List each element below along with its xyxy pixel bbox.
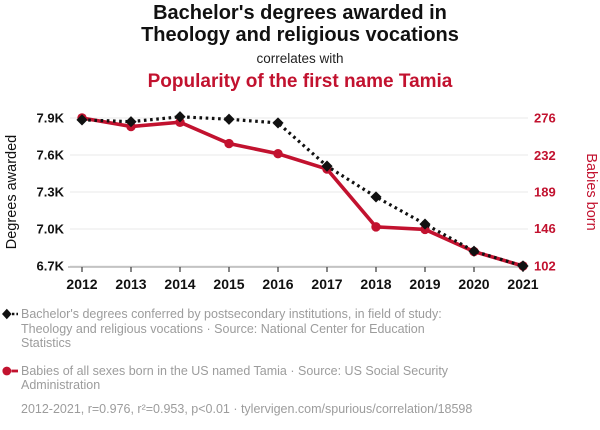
degrees-data-point [223,113,235,125]
title-line-2: Theology and religious vocations [141,24,459,46]
x-axis-year-label: 2020 [458,276,489,292]
x-axis-year-label: 2013 [115,276,146,292]
right-axis-tick-label: 102 [534,259,556,274]
babies-data-point [224,138,234,149]
x-axis-year-label: 2017 [311,276,342,292]
left-axis-tick-label: 7.9K [37,111,65,126]
right-axis-tick-label: 189 [534,185,556,200]
stats-footer: 2012-2021, r=0.976, r²=0.953, p<0.01 · t… [21,401,473,416]
legend-item-babies-label: Babies of all sexes born in the US named… [21,363,449,393]
babies-line [81,116,524,268]
degrees-data-point [419,218,431,230]
x-axis-year-label: 2021 [507,276,538,292]
correlation-line-chart: 7.9K 7.6K 7.3K 7.0K 6.7K 276 232 189 146 102 2012 2… [4,111,599,293]
title-line-1: Bachelor's degrees awarded in [153,2,447,24]
degrees-data-point [370,191,382,203]
degrees-data-point [517,260,529,272]
left-axis-tick-label: 6.7K [37,259,65,274]
babies-data-point [371,222,381,232]
page-title: Bachelor's degrees awarded in Theology a… [0,2,600,46]
x-axis-year-label: 2016 [262,276,293,292]
left-axis-tick-label: 7.0K [37,222,65,237]
degrees-series-marker-icon [2,308,18,324]
legend-item-degrees: Bachelor's degrees conferred by postseco… [2,307,577,351]
legend-item-degrees-label: Bachelor's degrees conferred by postseco… [21,307,442,350]
right-axis-tick-label: 232 [534,148,556,163]
degrees-data-point [125,116,137,128]
x-axis-year-label: 2012 [66,276,97,292]
right-axis-tick-label: 146 [534,221,556,236]
babies-series-marker-icon [2,365,18,381]
legend-item-babies: Babies of all sexes born in the US named… [2,364,577,393]
degrees-data-point [174,111,186,123]
babies-data-point [273,149,283,159]
degrees-data-point [272,117,284,129]
degrees-data-point [76,114,88,126]
x-axis-year-label: 2018 [360,276,391,292]
left-axis-label: Degrees awarded [4,135,20,249]
degrees-data-point [468,245,480,257]
right-axis-tick-label: 276 [534,111,556,126]
x-axis-year-label: 2014 [164,276,195,292]
connector-text: correlates with [256,51,344,66]
chart-subtitle: Popularity of the first name Tamia [147,71,453,92]
x-axis-year-label: 2015 [213,276,244,292]
left-axis-tick-label: 7.3K [37,185,65,200]
legend: Bachelor's degrees conferred by postseco… [2,307,577,416]
x-axis-year-label: 2019 [409,276,440,292]
right-axis-label: Babies born [583,153,599,230]
degrees-line [81,115,524,268]
degrees-data-point [321,160,333,172]
left-axis-tick-label: 7.6K [37,148,65,163]
degrees-series [76,111,529,272]
